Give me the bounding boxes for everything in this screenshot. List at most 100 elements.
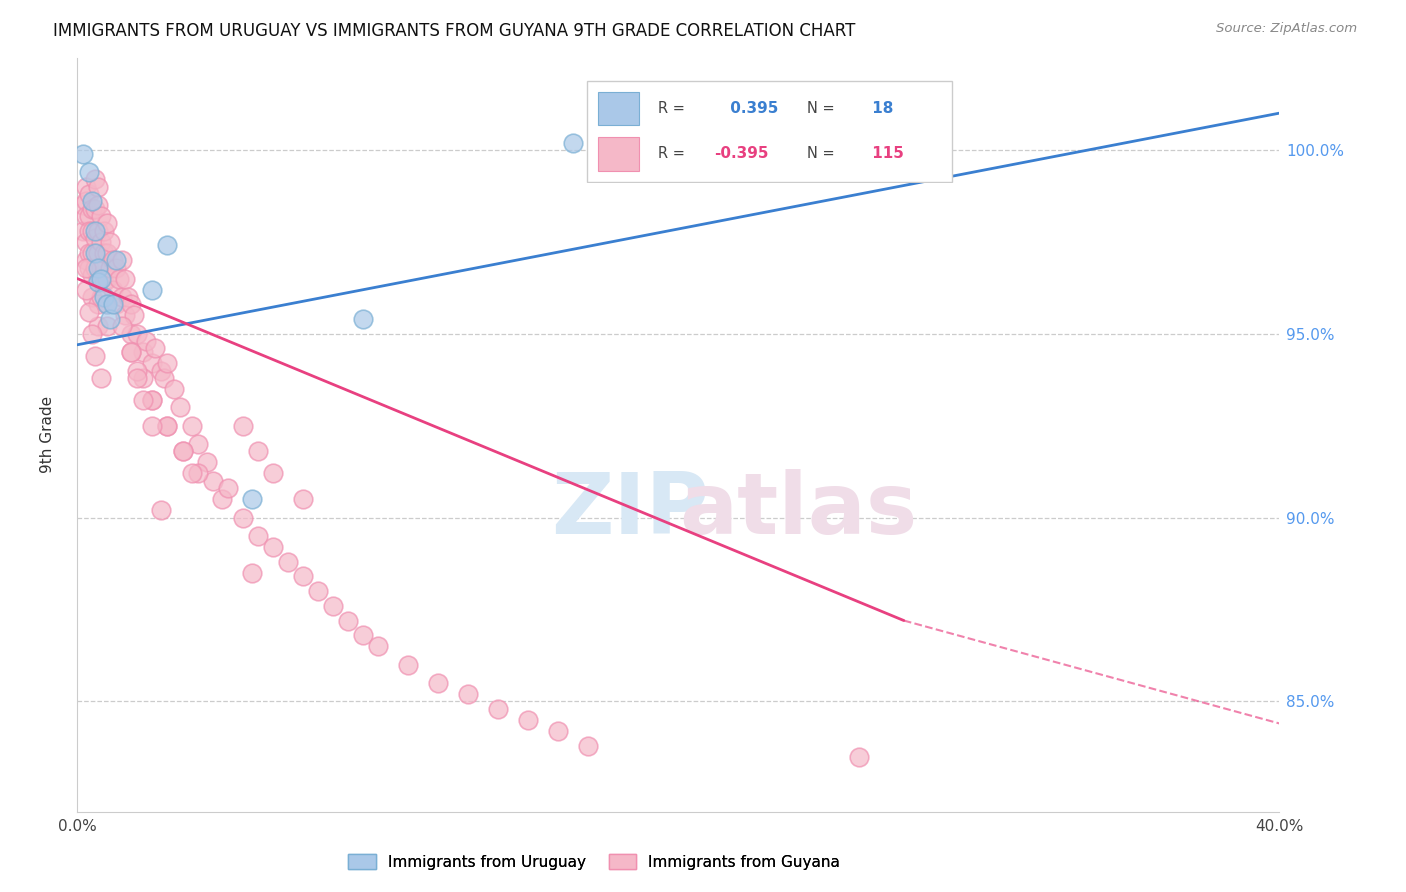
Point: [127, 363, 149, 377]
Point: [84, 231, 107, 245]
Point: [127, 326, 149, 341]
Text: R =: R =: [658, 101, 685, 116]
Point: [75, 253, 97, 268]
Text: -0.395: -0.395: [714, 146, 769, 161]
Point: [87, 260, 110, 275]
Point: [90, 271, 112, 285]
Point: [87, 179, 110, 194]
Point: [90, 260, 112, 275]
Point: [120, 345, 142, 359]
Point: [72, 146, 94, 161]
Point: [93, 275, 115, 289]
Point: [262, 540, 284, 554]
Point: [84, 245, 107, 260]
Text: N =: N =: [807, 146, 835, 161]
Point: [87, 198, 110, 212]
Point: [82, 194, 104, 209]
Point: [141, 283, 163, 297]
Point: [75, 235, 97, 249]
Point: [232, 418, 254, 433]
Point: [156, 418, 179, 433]
Point: [217, 481, 239, 495]
Point: [87, 275, 110, 289]
Point: [141, 356, 163, 370]
Point: [90, 290, 112, 304]
Point: [90, 209, 112, 223]
Text: IMMIGRANTS FROM URUGUAY VS IMMIGRANTS FROM GUYANA 9TH GRADE CORRELATION CHART: IMMIGRANTS FROM URUGUAY VS IMMIGRANTS FR…: [53, 22, 856, 40]
Point: [132, 371, 155, 385]
Text: 0.395: 0.395: [725, 101, 779, 116]
Point: [75, 194, 97, 209]
Point: [96, 297, 118, 311]
Point: [103, 253, 125, 268]
FancyBboxPatch shape: [599, 136, 640, 170]
Point: [457, 687, 479, 701]
Point: [90, 371, 112, 385]
Point: [396, 657, 419, 672]
Point: [180, 467, 202, 481]
Point: [72, 198, 94, 212]
Point: [82, 290, 104, 304]
Point: [547, 723, 569, 738]
Point: [576, 739, 599, 753]
Point: [114, 309, 136, 323]
Point: [486, 702, 509, 716]
Point: [96, 271, 118, 285]
Point: [156, 356, 179, 370]
Legend: Immigrants from Uruguay, Immigrants from Guyana: Immigrants from Uruguay, Immigrants from…: [342, 847, 846, 876]
Point: [307, 584, 329, 599]
Point: [132, 345, 155, 359]
Point: [124, 309, 146, 323]
Point: [82, 202, 104, 216]
Point: [79, 245, 101, 260]
Point: [141, 392, 163, 407]
Text: ZIP: ZIP: [551, 468, 709, 552]
Point: [562, 136, 585, 150]
Point: [93, 290, 115, 304]
Point: [96, 216, 118, 230]
Point: [87, 319, 110, 334]
Point: [120, 345, 142, 359]
Point: [111, 253, 134, 268]
Point: [169, 401, 191, 415]
Point: [322, 599, 344, 613]
Point: [93, 245, 115, 260]
Point: [848, 749, 870, 764]
Point: [291, 569, 314, 583]
Point: [232, 510, 254, 524]
Point: [145, 342, 167, 356]
Point: [187, 467, 209, 481]
Point: [162, 382, 184, 396]
Point: [72, 224, 94, 238]
Point: [246, 444, 269, 458]
Point: [79, 304, 101, 318]
Point: [79, 209, 101, 223]
Point: [187, 437, 209, 451]
Point: [135, 334, 157, 348]
Point: [114, 271, 136, 285]
Point: [195, 455, 218, 469]
Point: [111, 290, 134, 304]
Point: [291, 492, 314, 507]
Point: [79, 224, 101, 238]
Point: [132, 392, 155, 407]
Text: 18: 18: [866, 101, 893, 116]
Text: R =: R =: [658, 146, 685, 161]
Point: [93, 224, 115, 238]
Point: [82, 224, 104, 238]
Point: [105, 260, 128, 275]
Point: [84, 224, 107, 238]
Point: [79, 165, 101, 179]
Point: [211, 492, 233, 507]
Point: [277, 555, 299, 569]
Text: 115: 115: [866, 146, 904, 161]
Point: [75, 179, 97, 194]
Point: [87, 271, 110, 285]
Point: [156, 418, 179, 433]
Point: [79, 260, 101, 275]
Point: [84, 260, 107, 275]
Point: [84, 172, 107, 186]
Point: [246, 529, 269, 543]
Point: [117, 290, 139, 304]
Point: [82, 268, 104, 282]
